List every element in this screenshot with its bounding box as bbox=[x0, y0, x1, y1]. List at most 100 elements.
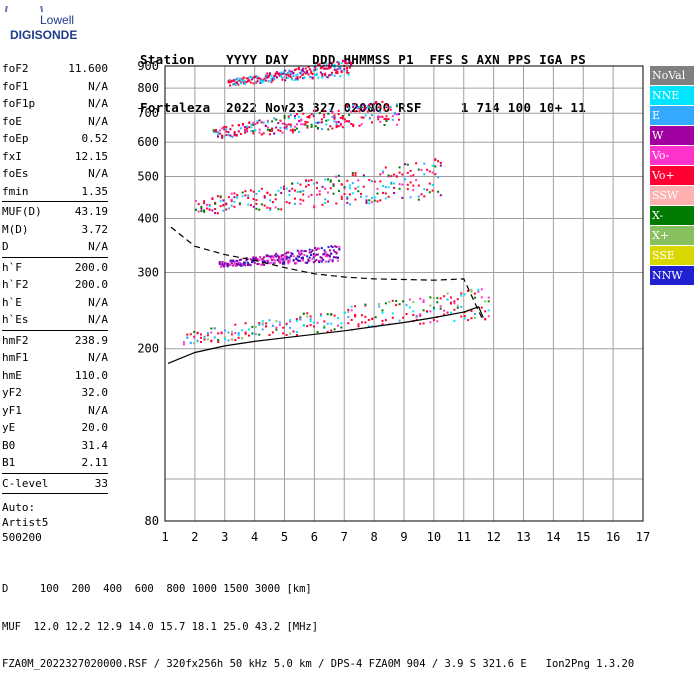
echo-point bbox=[309, 318, 312, 320]
echo-point bbox=[419, 314, 422, 317]
echo-point bbox=[313, 206, 316, 209]
echo-point bbox=[474, 292, 476, 295]
echo-point bbox=[439, 194, 442, 197]
echo-point bbox=[214, 208, 217, 210]
echo-point bbox=[387, 175, 390, 178]
echo-point bbox=[417, 184, 420, 187]
echo-point bbox=[398, 166, 401, 169]
echo-point bbox=[217, 332, 220, 335]
echo-point bbox=[244, 128, 246, 131]
echo-point bbox=[281, 76, 284, 79]
echo-point bbox=[282, 70, 285, 73]
param-value: 110.0 bbox=[74, 368, 108, 382]
echo-point bbox=[474, 316, 476, 319]
echo-point bbox=[337, 125, 340, 128]
echo-point bbox=[252, 121, 255, 124]
echo-point bbox=[338, 174, 340, 177]
echo-point bbox=[221, 263, 224, 266]
echo-point bbox=[208, 204, 211, 207]
echo-point bbox=[280, 191, 283, 194]
echo-point bbox=[234, 83, 237, 86]
echo-point bbox=[362, 175, 365, 178]
echo-point bbox=[371, 201, 373, 204]
echo-point bbox=[302, 67, 305, 70]
echo-point bbox=[227, 81, 230, 84]
echo-point bbox=[230, 333, 233, 336]
echo-point bbox=[337, 317, 339, 320]
echo-point bbox=[371, 108, 373, 110]
echo-point bbox=[281, 261, 284, 264]
echo-point bbox=[252, 190, 255, 193]
echo-point bbox=[318, 193, 321, 196]
echo-point bbox=[326, 255, 329, 258]
echo-point bbox=[214, 128, 217, 131]
echo-point bbox=[484, 318, 487, 321]
x-tick-label: 7 bbox=[341, 530, 348, 544]
echo-point bbox=[238, 202, 241, 205]
x-tick-label: 11 bbox=[457, 530, 471, 544]
echo-point bbox=[219, 200, 222, 203]
echo-point bbox=[299, 71, 302, 74]
echo-point bbox=[431, 171, 434, 174]
param-row: B0 31.4 bbox=[2, 437, 108, 455]
echo-point bbox=[356, 106, 359, 109]
echo-point bbox=[423, 173, 426, 176]
echo-point bbox=[222, 204, 225, 207]
echo-point bbox=[262, 79, 265, 82]
echo-point bbox=[285, 322, 288, 325]
echo-point bbox=[309, 324, 312, 327]
echo-point bbox=[412, 301, 415, 304]
echo-point bbox=[306, 70, 309, 72]
echo-point bbox=[233, 205, 236, 208]
echo-point bbox=[285, 251, 288, 254]
echo-point bbox=[333, 74, 336, 77]
echo-point bbox=[257, 259, 260, 262]
echo-point bbox=[350, 122, 353, 125]
echo-point bbox=[264, 260, 267, 263]
echo-point bbox=[306, 325, 309, 328]
echo-point bbox=[263, 259, 266, 262]
echo-point bbox=[234, 260, 237, 263]
echo-point bbox=[423, 162, 426, 165]
echo-point bbox=[393, 192, 396, 194]
echo-point bbox=[335, 256, 338, 259]
echo-point bbox=[384, 302, 387, 305]
echo-point bbox=[431, 184, 434, 186]
echo-point bbox=[225, 125, 228, 128]
echo-point bbox=[354, 110, 357, 113]
echo-point bbox=[248, 334, 250, 337]
echo-point bbox=[252, 258, 255, 260]
echo-point bbox=[285, 73, 288, 76]
echo-point bbox=[450, 296, 452, 299]
echo-point bbox=[339, 66, 342, 69]
echo-point bbox=[242, 261, 245, 264]
echo-point bbox=[265, 259, 268, 262]
echo-point bbox=[249, 75, 252, 78]
echo-point bbox=[229, 84, 232, 87]
echo-point bbox=[242, 263, 245, 266]
echo-point bbox=[225, 130, 228, 133]
echo-point bbox=[420, 193, 423, 196]
echo-point bbox=[450, 301, 452, 304]
echo-point bbox=[283, 126, 286, 129]
echo-point bbox=[235, 134, 238, 137]
echo-point bbox=[324, 74, 327, 77]
echo-point bbox=[182, 341, 185, 344]
echo-point bbox=[291, 131, 294, 134]
param-value: 0.52 bbox=[81, 132, 109, 145]
echo-point bbox=[327, 246, 330, 249]
echo-point bbox=[395, 304, 398, 307]
echo-point bbox=[321, 75, 324, 77]
echo-point bbox=[321, 66, 324, 69]
echo-point bbox=[310, 72, 313, 75]
echo-point bbox=[234, 82, 237, 85]
echo-point bbox=[308, 116, 311, 119]
echo-point bbox=[260, 78, 263, 81]
echo-point bbox=[338, 179, 340, 182]
echo-point bbox=[287, 260, 290, 263]
echo-point bbox=[200, 336, 202, 339]
echo-point bbox=[331, 127, 334, 130]
echo-point bbox=[222, 199, 225, 202]
echo-point bbox=[230, 262, 233, 265]
echo-point bbox=[272, 258, 275, 261]
